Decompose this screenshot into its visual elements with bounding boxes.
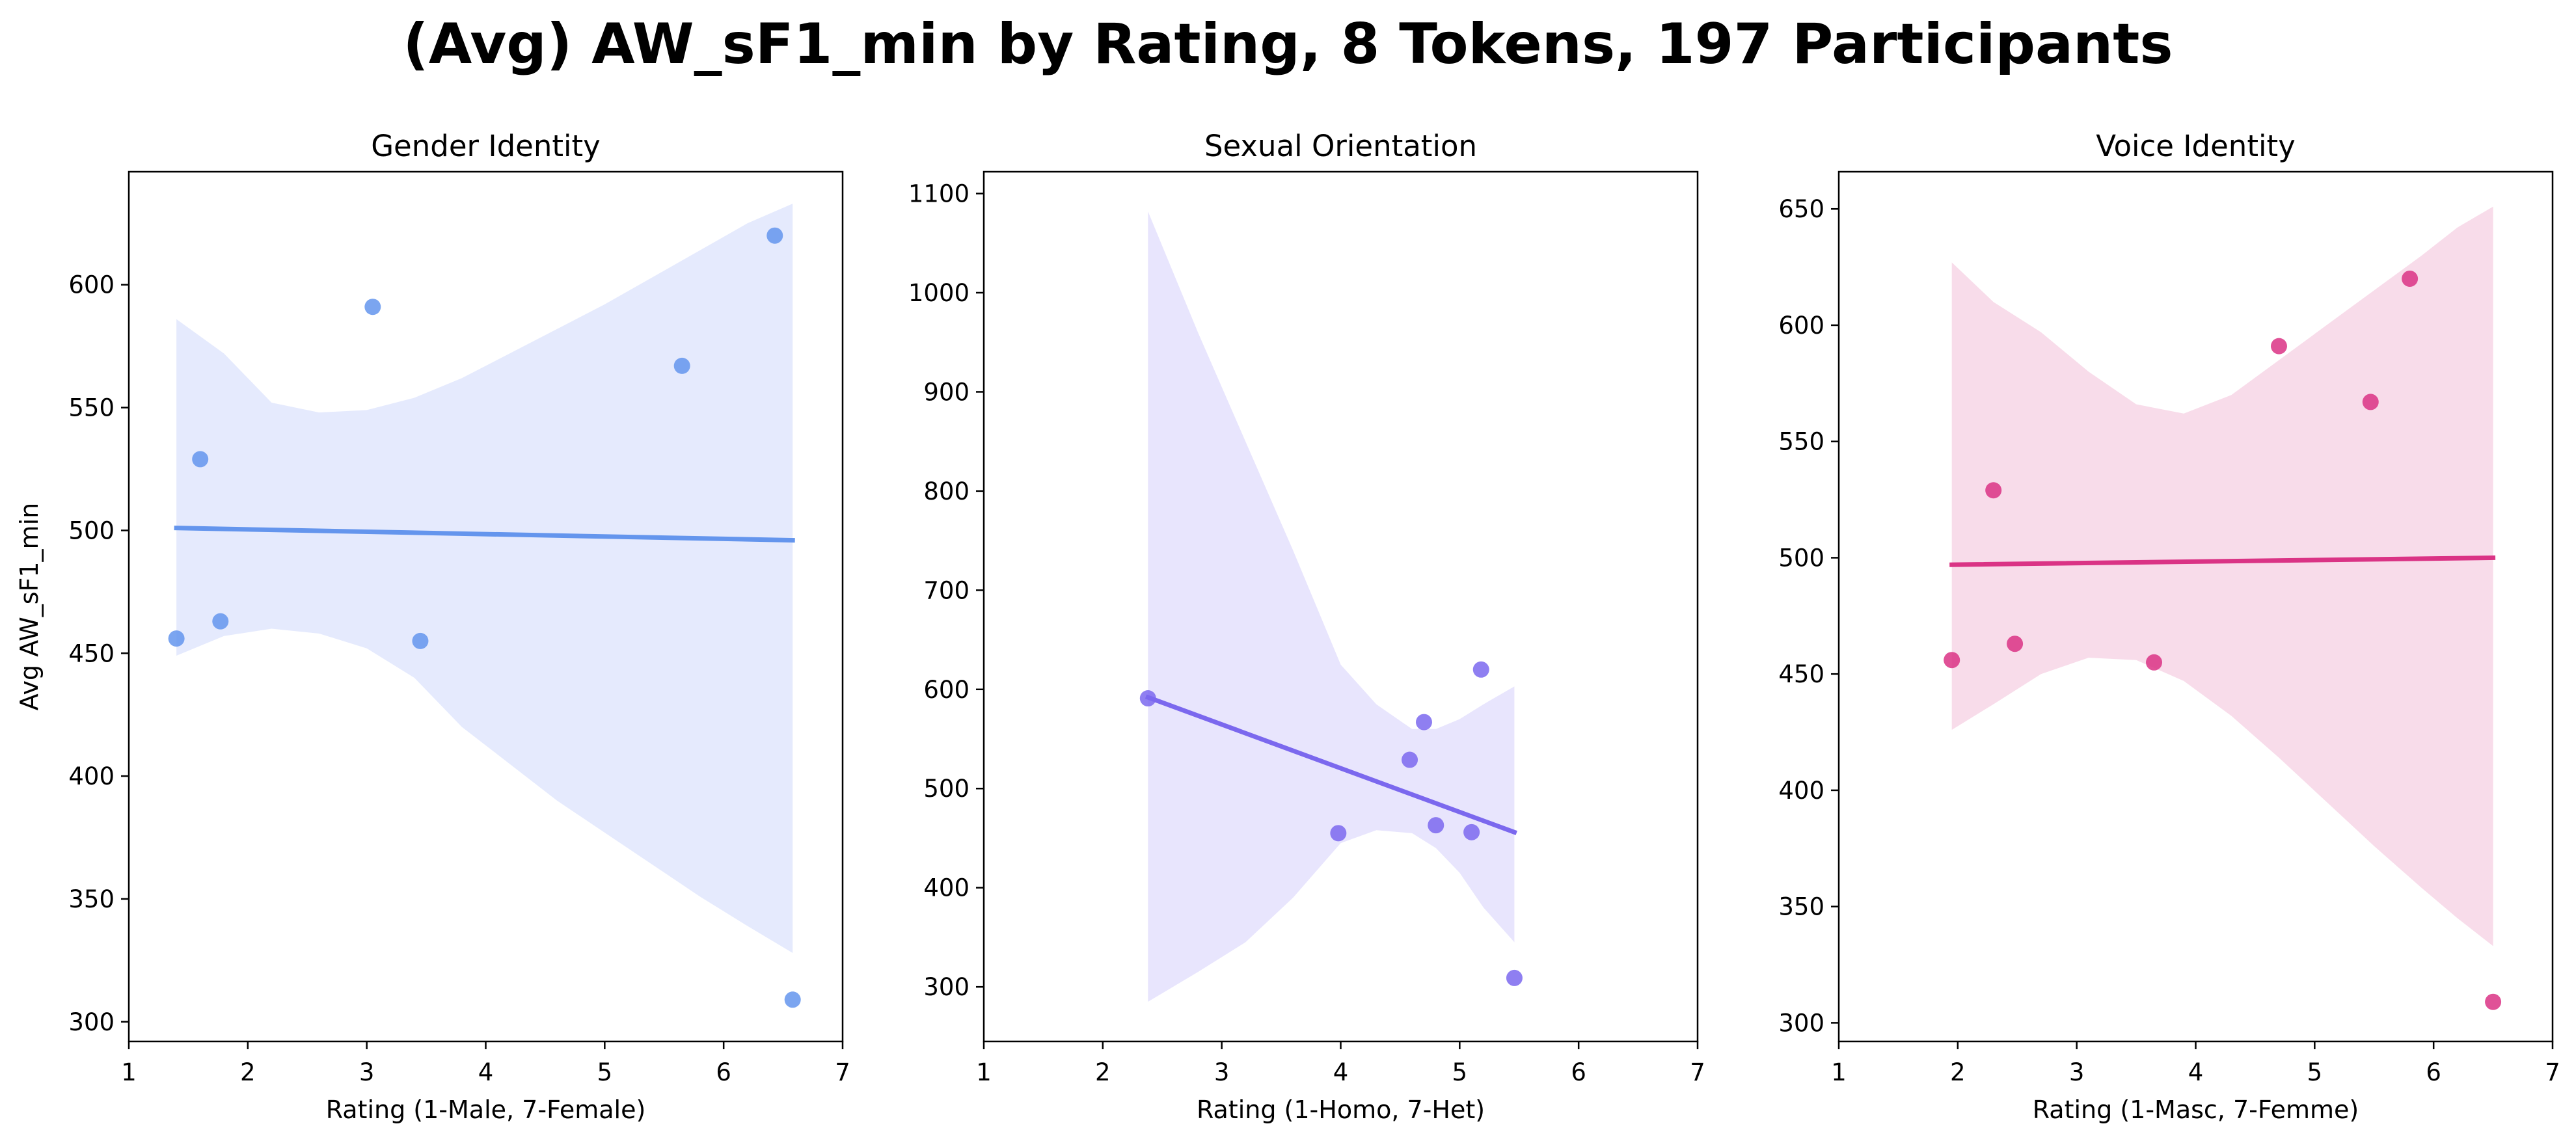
x-tick-label: 6 xyxy=(1571,1058,1586,1086)
y-tick-label: 1000 xyxy=(908,279,969,307)
data-point xyxy=(364,299,381,315)
x-tick-label: 2 xyxy=(1095,1058,1111,1086)
data-point xyxy=(2402,270,2419,287)
x-tick-label: 5 xyxy=(1452,1058,1468,1086)
data-point xyxy=(2270,338,2287,355)
y-tick-label: 600 xyxy=(1778,312,1824,340)
y-tick-label: 700 xyxy=(923,576,969,604)
data-point xyxy=(1330,825,1347,842)
x-tick-label: 7 xyxy=(1690,1058,1705,1086)
data-point xyxy=(1463,824,1480,840)
x-tick-label: 1 xyxy=(1831,1058,1847,1086)
panel-title: Sexual Orientation xyxy=(1204,129,1477,163)
x-axis-label: Rating (1-Masc, 7-Femme) xyxy=(2033,1095,2359,1124)
regression-line xyxy=(174,526,795,543)
data-point xyxy=(2485,993,2502,1010)
y-tick-label: 500 xyxy=(923,775,969,803)
axes-frame xyxy=(983,170,1699,1043)
data-point xyxy=(784,991,801,1008)
panel-sexual-orientation: 1 2 3 4 5 6 7 300 400 500 600 700 800 900 1000 1100 Sexu… xyxy=(908,129,1705,1124)
x-tick-label: 7 xyxy=(835,1058,850,1086)
y-tick-label: 450 xyxy=(1778,660,1824,688)
x-tick-label: 6 xyxy=(716,1058,731,1086)
regression-line xyxy=(1145,694,1517,835)
x-tick-label: 4 xyxy=(1333,1058,1349,1086)
confidence-band xyxy=(1951,206,2493,946)
panel-voice-identity: 1 2 3 4 5 6 7 300 350 400 450 500 550 600 650 Voice Ide… xyxy=(1778,129,2560,1124)
y-tick-label: 550 xyxy=(1778,428,1824,456)
data-point xyxy=(1139,690,1156,707)
x-tick-label: 3 xyxy=(1214,1058,1230,1086)
y-axis-label: Avg AW_sF1_min xyxy=(15,503,44,710)
x-axis-label: Rating (1-Homo, 7-Het) xyxy=(1197,1095,1485,1124)
y-tick-label: 350 xyxy=(1778,893,1824,921)
data-point xyxy=(2007,636,2024,652)
data-point xyxy=(1472,661,1489,678)
confidence-band xyxy=(176,204,793,954)
data-point xyxy=(1402,751,1418,768)
y-tick-label: 1100 xyxy=(908,180,969,208)
figure-title: (Avg) AW_sF1_min by Rating, 8 Tokens, 19… xyxy=(403,12,2173,77)
data-point xyxy=(2362,394,2379,410)
x-tick-label: 4 xyxy=(478,1058,494,1086)
data-point xyxy=(212,613,229,630)
y-tick-label: 900 xyxy=(923,378,969,406)
x-tick-label: 1 xyxy=(121,1058,137,1086)
x-tick-label: 3 xyxy=(2069,1058,2085,1086)
data-point xyxy=(168,630,185,647)
x-tick-label: 1 xyxy=(976,1058,992,1086)
panel-title: Gender Identity xyxy=(371,129,601,163)
x-tick-label: 2 xyxy=(240,1058,256,1086)
x-tick-label: 2 xyxy=(1950,1058,1966,1086)
y-tick-label: 300 xyxy=(923,973,969,1001)
x-tick-label: 4 xyxy=(2188,1058,2204,1086)
y-tick-label: 600 xyxy=(923,676,969,704)
y-tick-label: 600 xyxy=(68,271,115,299)
y-tick-label: 350 xyxy=(68,885,115,913)
data-point xyxy=(1428,817,1444,834)
panel-title: Voice Identity xyxy=(2096,129,2296,163)
regression-line xyxy=(1949,555,2496,567)
data-point xyxy=(1415,714,1432,730)
data-point xyxy=(766,227,783,244)
x-tick-label: 5 xyxy=(2307,1058,2323,1086)
y-tick-label: 400 xyxy=(1778,777,1824,805)
data-point xyxy=(673,357,690,374)
data-point xyxy=(1944,652,1960,669)
x-tick-label: 3 xyxy=(359,1058,375,1086)
data-point xyxy=(2146,654,2163,671)
y-tick-label: 300 xyxy=(1778,1009,1824,1037)
y-tick-label: 500 xyxy=(1778,544,1824,572)
data-point xyxy=(192,451,209,468)
y-tick-label: 300 xyxy=(68,1008,115,1036)
y-tick-label: 400 xyxy=(68,762,115,790)
panel-gender-identity: 1 2 3 4 5 6 7 300 350 400 450 500 550 600 Gender Ident… xyxy=(15,129,850,1124)
data-point xyxy=(1985,482,2002,499)
x-axis-label: Rating (1-Male, 7-Female) xyxy=(326,1095,646,1124)
confidence-band xyxy=(1148,211,1515,1002)
x-tick-label: 7 xyxy=(2545,1058,2560,1086)
y-tick-label: 550 xyxy=(68,394,115,422)
y-tick-label: 400 xyxy=(923,874,969,902)
y-tick-label: 800 xyxy=(923,477,969,505)
data-point xyxy=(1506,969,1523,986)
y-tick-label: 450 xyxy=(68,639,115,667)
x-tick-label: 5 xyxy=(597,1058,613,1086)
y-tick-label: 500 xyxy=(68,516,115,544)
x-tick-label: 6 xyxy=(2426,1058,2441,1086)
data-point xyxy=(412,632,429,649)
y-tick-label: 650 xyxy=(1778,195,1824,223)
